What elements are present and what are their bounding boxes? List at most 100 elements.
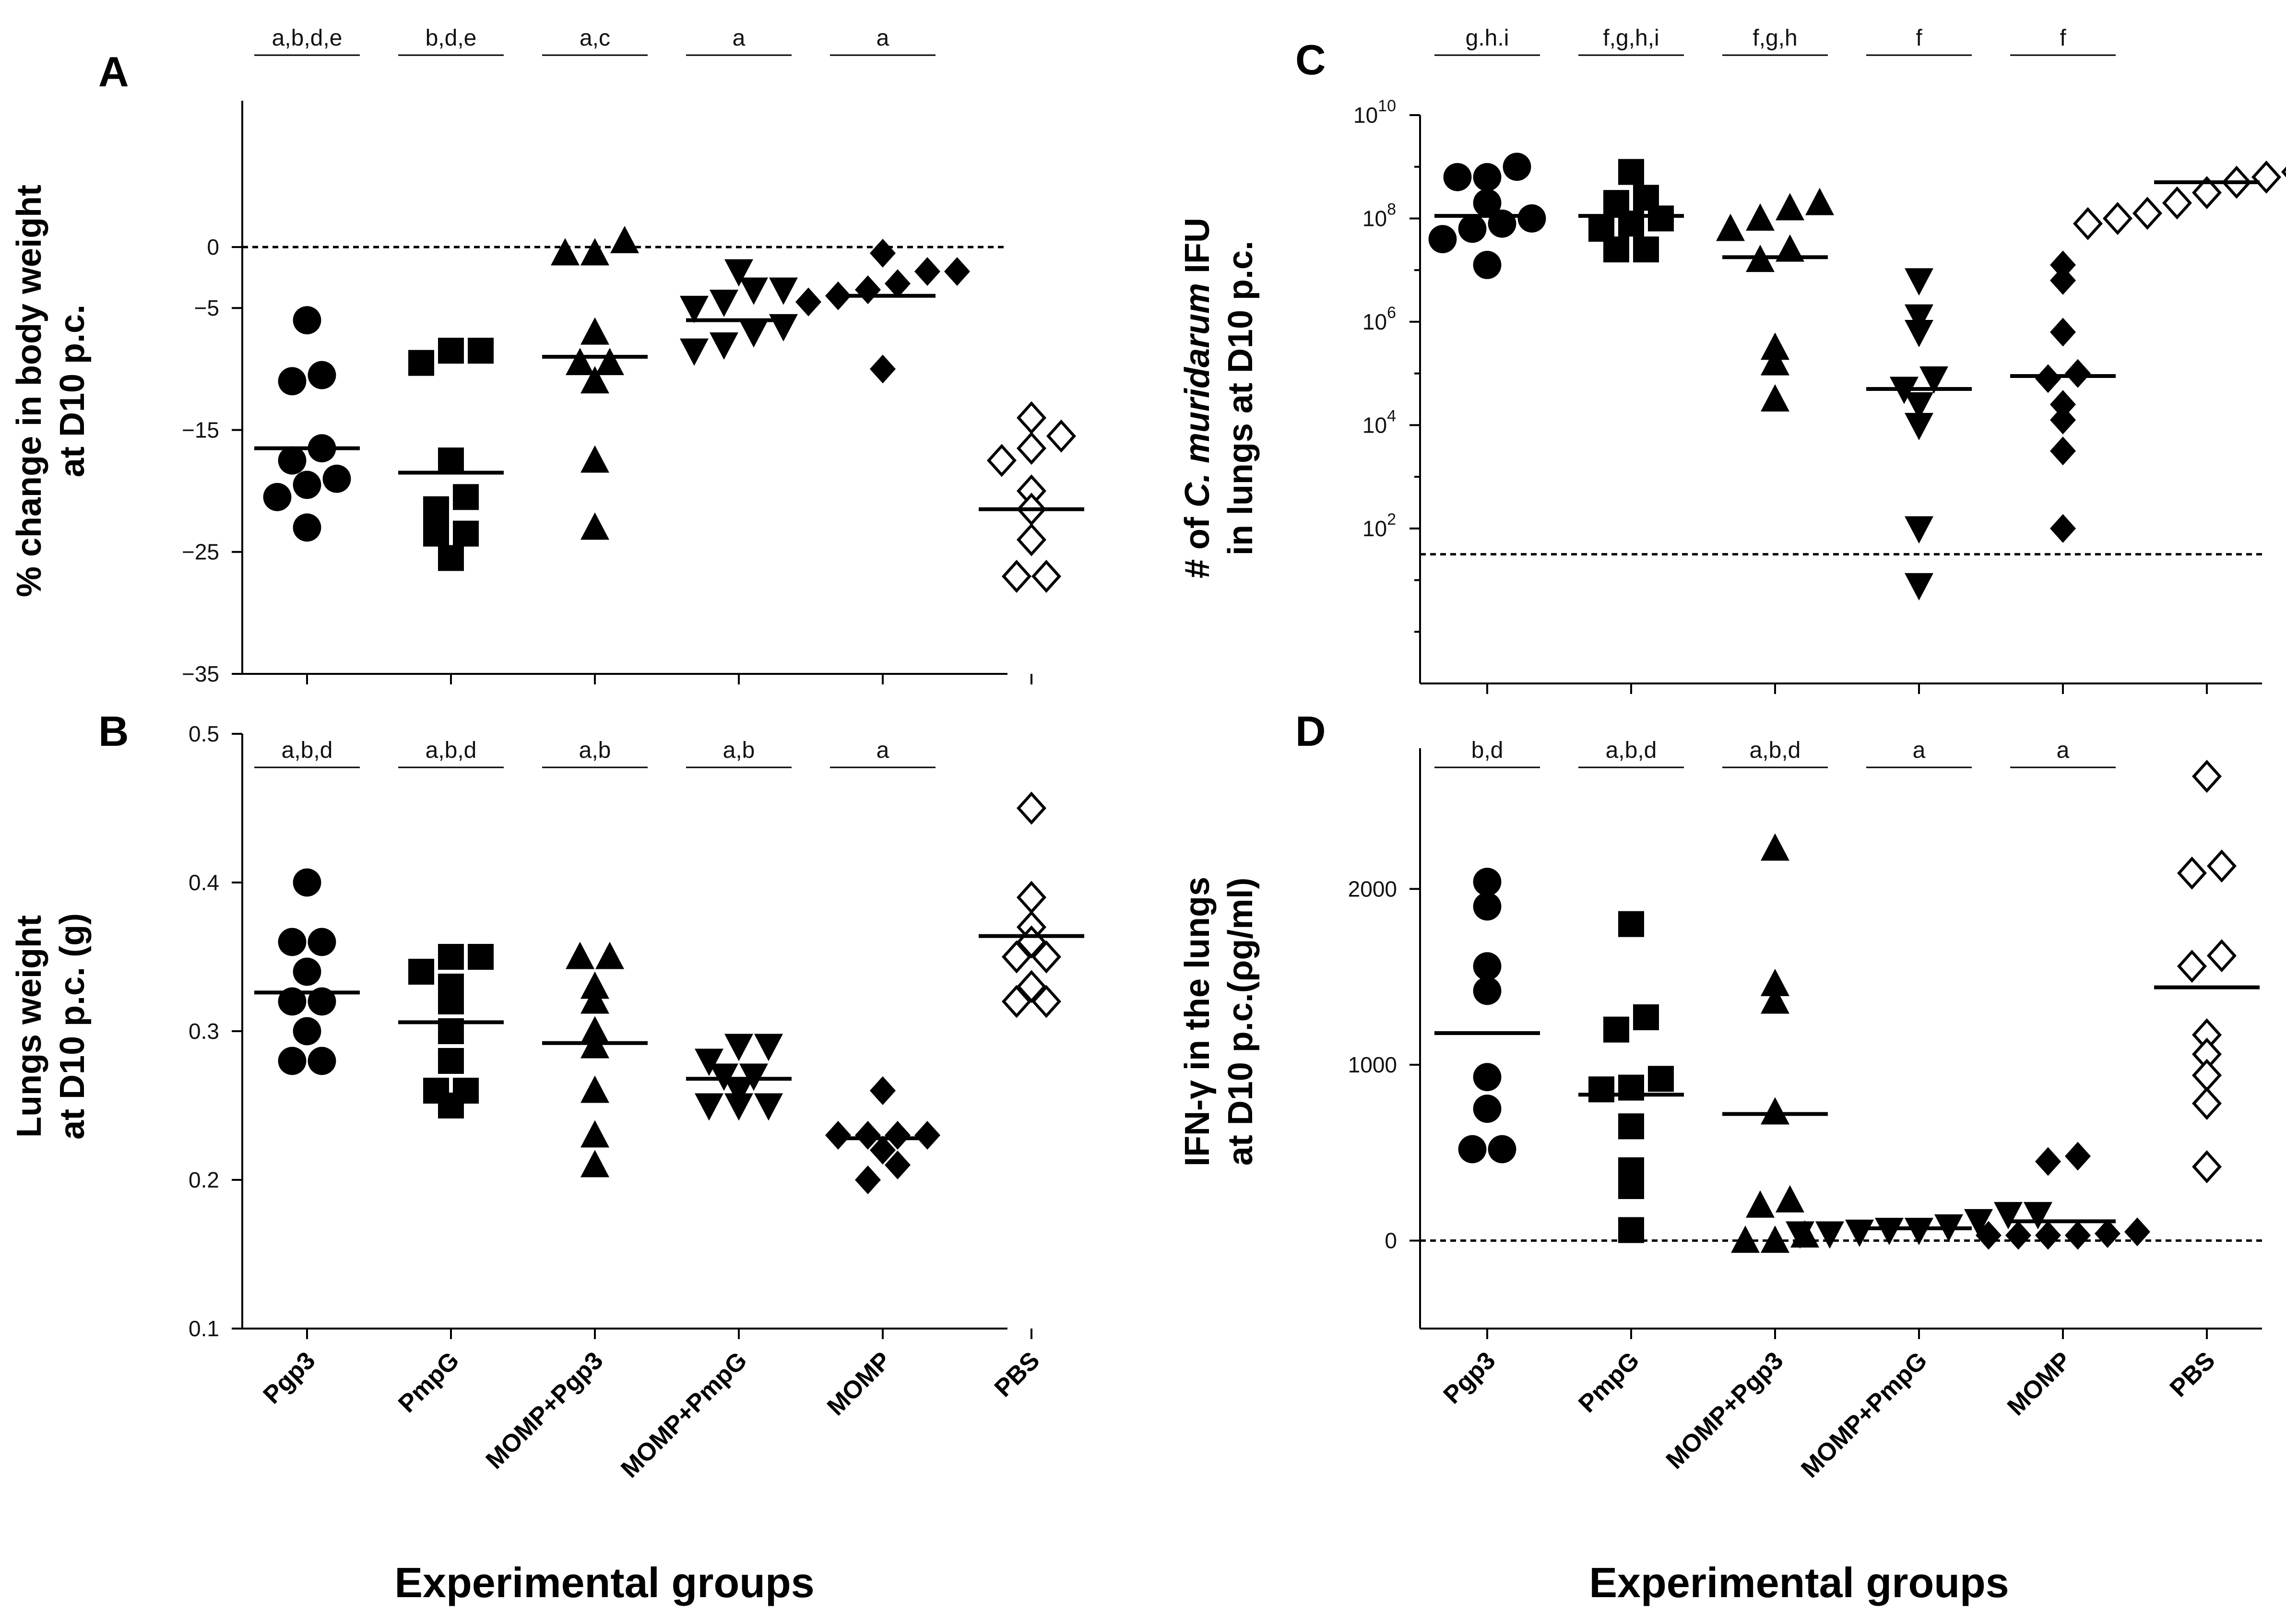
significance-label: b,d bbox=[1471, 738, 1504, 763]
panel-label: C bbox=[1295, 36, 1326, 83]
data-point-momp bbox=[855, 275, 881, 305]
panel-D: 0 1000 2000 Pgp3 PmpG MOMP+Pgp3 MOMP+PmpG MOMP P… bbox=[1178, 707, 2262, 1483]
x-category-label: MOMP+PmpG bbox=[616, 1346, 752, 1483]
significance-label: a,b,d bbox=[1750, 738, 1801, 763]
data-point-momp bbox=[870, 1076, 896, 1105]
x-category-label: MOMP+Pgp3 bbox=[481, 1346, 609, 1474]
data-point-momp-pgp3 bbox=[566, 941, 594, 969]
data-point-momp-pgp3 bbox=[1761, 384, 1789, 412]
data-point-momp bbox=[2050, 436, 2076, 466]
data-point-pbs bbox=[2206, 939, 2237, 973]
data-point-momp bbox=[885, 269, 911, 298]
data-point-pgp3 bbox=[1488, 1135, 1516, 1164]
data-point-momp-pgp3 bbox=[551, 238, 580, 266]
data-point-momp bbox=[2050, 405, 2076, 435]
data-point-pbs bbox=[1016, 881, 1047, 914]
data-point-pgp3 bbox=[1473, 1063, 1502, 1092]
data-point-pmpg bbox=[438, 1093, 464, 1118]
data-point-pgp3 bbox=[1473, 251, 1502, 279]
y-tick-label: 0.4 bbox=[189, 870, 219, 895]
data-point-pgp3 bbox=[278, 367, 307, 396]
data-point-pmpg bbox=[438, 447, 464, 474]
data-point-pgp3 bbox=[1473, 188, 1502, 217]
data-point-pgp3 bbox=[293, 471, 321, 499]
data-point-momp-pmpg bbox=[1875, 1218, 1904, 1246]
data-point-pgp3 bbox=[1473, 163, 1502, 191]
data-point-pmpg bbox=[1618, 1217, 1644, 1243]
data-point-momp bbox=[855, 1121, 881, 1150]
data-point-pbs bbox=[1016, 970, 1047, 1003]
data-point-momp bbox=[795, 287, 821, 317]
significance-label: b,d,e bbox=[426, 25, 477, 51]
y-tick-exponent: 4 bbox=[1387, 407, 1396, 425]
data-point-momp bbox=[944, 257, 970, 286]
significance-label: a,b,d bbox=[426, 738, 477, 763]
data-point-momp-pgp3 bbox=[580, 238, 609, 266]
data-point-momp bbox=[914, 257, 940, 286]
data-point-pbs bbox=[1001, 940, 1032, 974]
data-point-pgp3 bbox=[1428, 225, 1457, 253]
data-point-pbs bbox=[2191, 760, 2222, 793]
y-tick-exponent: 10 bbox=[1378, 97, 1396, 115]
data-point-momp-pmpg bbox=[724, 1093, 753, 1121]
data-point-momp-pgp3 bbox=[1716, 213, 1745, 241]
significance-label: a bbox=[1913, 738, 1926, 763]
data-point-momp-pmpg bbox=[2024, 1202, 2052, 1230]
y-tick-label: 108 bbox=[1362, 200, 1396, 231]
y-tick-label: 0.5 bbox=[189, 721, 219, 746]
data-point-pbs bbox=[2251, 160, 2282, 194]
y-tick-label: 1000 bbox=[1348, 1052, 1397, 1077]
data-point-momp-pgp3 bbox=[595, 941, 624, 969]
data-point-pgp3 bbox=[278, 928, 307, 956]
data-point-momp-pgp3 bbox=[580, 512, 609, 540]
data-point-pgp3 bbox=[308, 361, 336, 389]
y-tick-label: 1010 bbox=[1353, 97, 1396, 128]
x-axis-title-right: Experimental groups bbox=[1589, 1559, 2009, 1606]
panel-A: 0 −5 −15 −25 −35 a,b,d,e b,d,e a,c a a A % change i… bbox=[10, 25, 1084, 686]
data-point-momp bbox=[2035, 1221, 2061, 1250]
data-point-pgp3 bbox=[293, 1017, 321, 1046]
data-point-momp-pmpg bbox=[710, 290, 738, 318]
data-point-momp-pmpg bbox=[1905, 304, 1933, 332]
data-point-momp bbox=[2050, 390, 2076, 419]
data-point-momp-pmpg bbox=[724, 1034, 753, 1061]
data-point-pgp3 bbox=[1473, 892, 1502, 921]
data-point-pmpg bbox=[1588, 1076, 1614, 1103]
data-point-pmpg bbox=[438, 989, 464, 1014]
y-tick-label: −25 bbox=[182, 540, 219, 565]
data-point-pbs bbox=[1016, 791, 1047, 825]
data-point-pmpg bbox=[438, 944, 464, 970]
data-point-momp bbox=[1976, 1221, 2002, 1250]
x-category-label: PBS bbox=[989, 1346, 1045, 1402]
data-point-momp-pmpg bbox=[769, 314, 798, 341]
data-point-momp-pgp3 bbox=[580, 445, 609, 473]
data-point-pmpg bbox=[1633, 1004, 1659, 1030]
data-point-momp bbox=[2065, 1142, 2091, 1171]
data-point-momp bbox=[855, 1165, 881, 1194]
significance-label: a bbox=[733, 25, 746, 51]
data-point-momp-pgp3 bbox=[1761, 986, 1789, 1014]
data-point-momp-pgp3 bbox=[1746, 1190, 1775, 1218]
data-point-momp bbox=[914, 1121, 940, 1150]
data-point-momp-pgp3 bbox=[610, 225, 639, 253]
data-point-momp-pgp3 bbox=[580, 1075, 609, 1103]
data-point-momp-pmpg bbox=[1994, 1202, 2023, 1230]
significance-label: a,b bbox=[579, 738, 611, 763]
data-point-pgp3 bbox=[1458, 1135, 1487, 1164]
data-point-momp-pgp3 bbox=[1776, 234, 1804, 262]
data-point-pmpg bbox=[1633, 236, 1659, 263]
significance-label: a bbox=[876, 25, 889, 51]
x-category-label: MOMP bbox=[822, 1346, 896, 1421]
y-tick-label: 102 bbox=[1362, 510, 1396, 541]
data-point-pmpg bbox=[1618, 159, 1644, 185]
x-category-label: PmpG bbox=[393, 1346, 464, 1418]
data-point-pbs bbox=[1031, 560, 1062, 593]
x-category-label: MOMP+PmpG bbox=[1796, 1346, 1932, 1483]
x-category-label: MOMP bbox=[2002, 1346, 2076, 1421]
y-title-line1: IFN-γ in the lungs bbox=[1178, 877, 1217, 1166]
significance-label: a,b,d bbox=[1606, 738, 1657, 763]
data-point-pbs bbox=[1001, 985, 1032, 1018]
data-point-pgp3 bbox=[322, 464, 351, 493]
data-point-pbs bbox=[1046, 419, 1077, 453]
data-point-momp-pmpg bbox=[1905, 516, 1933, 544]
